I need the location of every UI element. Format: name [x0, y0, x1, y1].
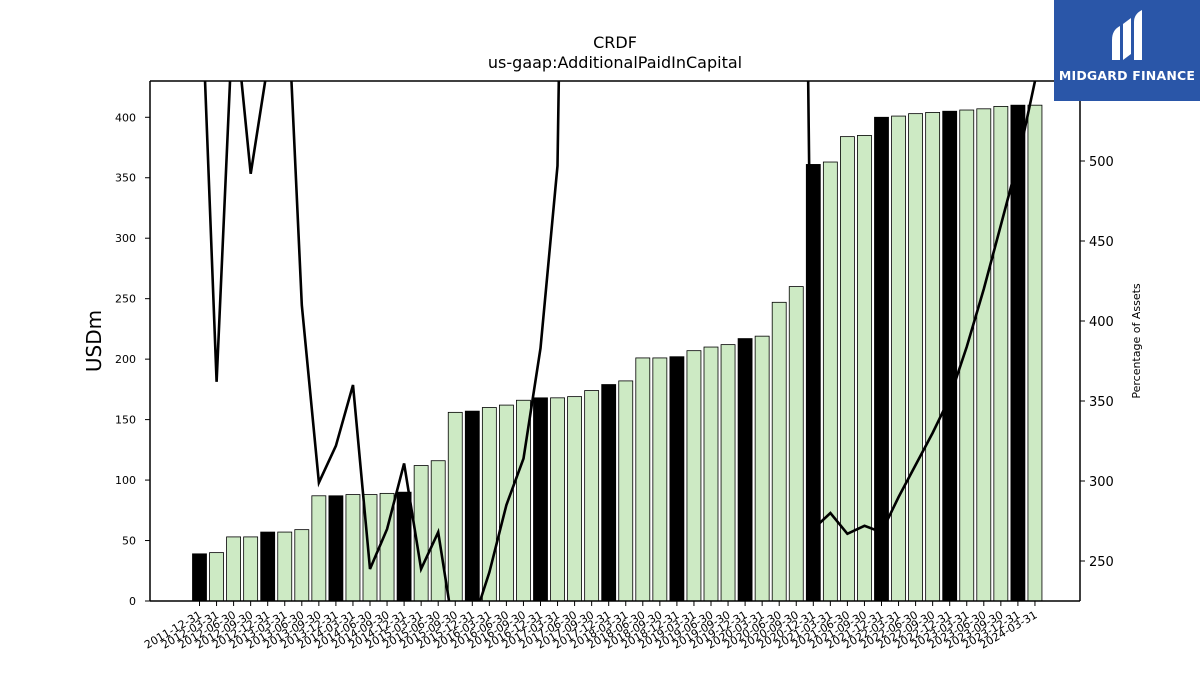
bar-2017-09-30 — [584, 390, 600, 602]
bar-2021-03-31 — [822, 161, 838, 602]
midgard-logo-icon — [1112, 10, 1142, 60]
y2-tick-label: 500 — [1089, 155, 1114, 170]
bar-2020-06-30 — [771, 301, 787, 602]
bar-2018-03-31 — [618, 380, 634, 602]
bar-2022-12-31 — [942, 110, 958, 602]
bar-2017-12-31 — [601, 384, 617, 602]
y2-tick-label: 350 — [1089, 395, 1114, 410]
bar-2020-03-31 — [754, 335, 770, 602]
y2-tick-label: 250 — [1089, 555, 1114, 570]
chart-title: CRDF — [593, 33, 637, 52]
bar-2012-09-30 — [243, 536, 259, 602]
bar-2015-12-31 — [464, 410, 480, 602]
bar-2023-03-31 — [959, 109, 975, 602]
bar-2011-12-31 — [192, 553, 207, 602]
y-tick-label: 350 — [115, 172, 136, 185]
y-tick-label: 100 — [115, 474, 136, 487]
y-tick-label: 200 — [115, 353, 136, 366]
bar-2013-12-31 — [328, 495, 344, 602]
bar-2020-09-30 — [788, 286, 804, 602]
y2-tick-label: 400 — [1089, 315, 1114, 330]
bar-2012-12-31 — [260, 531, 276, 602]
bar-2021-09-30 — [857, 135, 872, 602]
bars-group — [192, 104, 1043, 602]
bar-2014-03-31 — [345, 494, 361, 602]
bar-2013-09-30 — [311, 495, 327, 602]
bar-2013-03-31 — [277, 531, 293, 602]
y-tick-label: 400 — [115, 111, 136, 124]
bar-2018-09-30 — [652, 357, 668, 602]
bar-2019-03-31 — [686, 350, 702, 602]
y-tick-label: 250 — [115, 293, 136, 306]
bar-2019-09-30 — [720, 344, 736, 602]
bar-2013-06-30 — [294, 529, 310, 602]
y-tick-label: 0 — [129, 595, 136, 608]
bar-2024-03-31 — [1027, 104, 1043, 602]
bar-2019-06-30 — [703, 346, 719, 602]
y2-axis-label: Percentage of Assets — [1130, 283, 1143, 399]
bar-2012-06-30 — [226, 536, 242, 602]
y-tick-label: 150 — [115, 414, 136, 427]
y-tick-label: 300 — [115, 232, 136, 245]
y2-tick-label: 300 — [1089, 475, 1114, 490]
y2-tick-label: 450 — [1089, 235, 1114, 250]
bar-2017-03-31 — [550, 397, 565, 602]
bar-2018-06-30 — [635, 357, 651, 602]
bar-2015-09-30 — [447, 411, 463, 602]
bar-2020-12-31 — [805, 164, 821, 602]
logo-text: MIDGARD FINANCE — [1058, 68, 1196, 83]
bar-2017-06-30 — [567, 396, 582, 602]
line-group — [203, 81, 1037, 601]
bar-2016-12-31 — [533, 397, 548, 602]
pct-assets-line — [203, 81, 1037, 601]
logo: MIDGARD FINANCE — [1054, 0, 1200, 101]
bar-2021-12-31 — [874, 116, 889, 602]
bar-2022-09-30 — [925, 112, 941, 602]
bar-2018-12-31 — [669, 356, 685, 602]
bar-2012-03-31 — [209, 552, 224, 602]
bar-2023-09-30 — [993, 105, 1009, 602]
bar-2022-03-31 — [891, 115, 906, 602]
y-axis-label: USDm — [82, 310, 106, 372]
chart-subtitle: us-gaap:AdditionalPaidInCapital — [488, 53, 742, 72]
axes-group: 0 50 100 150 200 250 300 350 400 250 300 350 400 450 5… — [115, 80, 1114, 652]
bar-2022-06-30 — [908, 113, 923, 602]
bar-2023-06-30 — [976, 108, 992, 602]
bar-2019-12-31 — [737, 338, 753, 602]
y-tick-label: 50 — [122, 535, 136, 548]
bar-2014-12-31 — [396, 491, 412, 602]
